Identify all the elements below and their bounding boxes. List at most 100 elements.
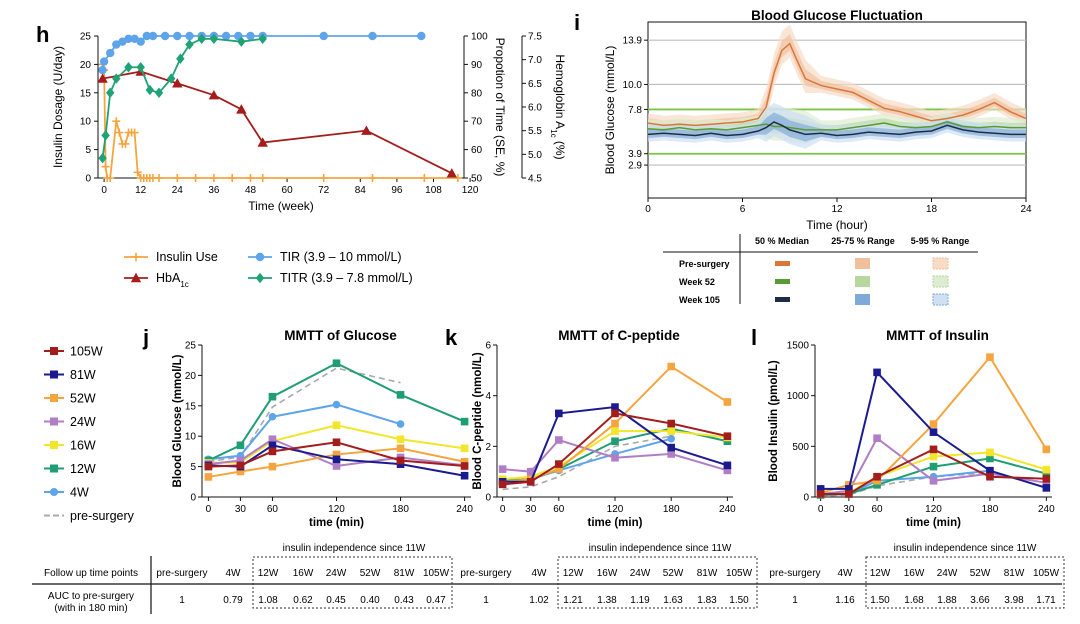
auc-col-header-insulin: 52W — [970, 568, 991, 579]
h-xtick-label: 0 — [101, 185, 107, 196]
h-ylabel-right2: Hemoglobin A1c (%) — [550, 54, 568, 159]
h-xtick-label: 36 — [208, 185, 220, 196]
j-line-pre-surgery — [208, 367, 401, 463]
j-point-105W — [204, 462, 213, 471]
i-median-pre — [647, 42, 1027, 127]
h-point-tir — [221, 31, 231, 41]
auc-col-header-insulin: 81W — [1004, 568, 1025, 579]
h-legend-label-hba1c: HbA1c — [156, 271, 189, 289]
h-ylabel-left: Insulin Dosage (U/day) — [51, 46, 65, 168]
auc-col-header-glucose: 105W — [423, 568, 450, 579]
mmtt-title-l: MMTT of Insulin — [886, 328, 989, 343]
i-ytick-label: 13.9 — [623, 36, 643, 47]
h-r2tick-label: 5.5 — [528, 126, 542, 137]
mmtt-legend-label-12W: 12W — [70, 462, 96, 476]
auc-row-label-timepoints: Follow up time points — [44, 568, 138, 579]
j-point-105W — [332, 438, 341, 447]
h-point-tir — [246, 31, 255, 41]
h-point-insulin — [228, 174, 237, 182]
l-point-81W — [873, 368, 881, 377]
h-point-insulin — [453, 174, 462, 182]
h-legend-label-titr: TITR (3.9 – 7.8 mmol/L) — [280, 271, 413, 285]
chart-i: Blood Glucose Fluctuation 2.93.9 7.8 10.0 13… — [603, 8, 1032, 306]
auc-col-header-cpeptide: 12W — [563, 568, 584, 579]
i-legend-median-swatch — [775, 279, 790, 284]
k-ytick-label: 2 — [485, 442, 491, 453]
j-point-24W — [268, 435, 277, 444]
i-legend-row-label: Pre-surgery — [679, 259, 730, 269]
i-legend-header: 50 % Median — [755, 236, 809, 246]
mmtt-legend-marker-52W — [50, 394, 58, 402]
h-point-insulin — [121, 139, 130, 148]
k-point-105W — [526, 478, 535, 486]
i-legend-p95-swatch — [932, 257, 949, 270]
h-point-hba1c — [257, 137, 268, 147]
j-point-52W — [332, 450, 341, 459]
l-point-81W — [986, 466, 994, 475]
l-point-24W — [1042, 479, 1051, 487]
mmtt-legend-label-52W: 52W — [70, 392, 96, 406]
h-point-titr — [258, 33, 267, 45]
auc-col-header-glucose: 16W — [293, 568, 314, 579]
h-point-insulin — [319, 174, 328, 182]
j-xtick-label: 240 — [456, 504, 473, 515]
j-point-24W — [332, 462, 341, 470]
h-ytick-label: 10 — [80, 117, 92, 128]
h-point-hba1c — [208, 89, 220, 100]
l-point-12W — [929, 462, 938, 471]
h-point-insulin — [155, 174, 163, 182]
l-ytick-label: 500 — [792, 442, 809, 453]
j-point-16W — [396, 435, 405, 444]
l-point-24W — [873, 434, 881, 443]
h-r1tick-label: 90 — [471, 60, 483, 71]
l-point-16W — [929, 452, 938, 461]
j-point-52W — [396, 444, 405, 453]
k-point-81W — [667, 443, 675, 452]
h-xtick-label: 24 — [172, 185, 184, 196]
l-line-52W — [820, 355, 1048, 494]
independence-box-insulin — [865, 556, 1065, 609]
l-point-16W — [1042, 465, 1051, 474]
k-point-81W — [555, 409, 563, 418]
auc-col-header-insulin: 24W — [937, 568, 958, 579]
auc-value-insulin: 1.68 — [904, 595, 924, 606]
auc-col-header-glucose: 12W — [258, 568, 279, 579]
i-ylabel: Blood Glucose (mmol/L) — [603, 46, 617, 175]
l-point-12W — [986, 454, 994, 463]
i-ytick-label: 10.0 — [623, 80, 643, 91]
j-point-12W — [236, 441, 245, 450]
mmtt-title-k: MMTT of C-peptide — [558, 328, 680, 343]
j-xtick-label: 180 — [392, 504, 409, 515]
l-point-105W — [845, 490, 853, 498]
j-point-12W — [396, 391, 405, 399]
l-xtick-label: 30 — [843, 504, 855, 515]
i-title: Blood Glucose Fluctuation — [751, 8, 923, 23]
h-legend-label-tir: TIR (3.9 – 10 mmol/L) — [280, 250, 402, 264]
mmtt-legend-marker-12W — [50, 464, 58, 473]
k-xtick-label: 30 — [525, 504, 537, 515]
i-xtick-label: 12 — [831, 204, 843, 215]
j-point-81W — [332, 455, 341, 464]
j-ytick-label: 25 — [185, 341, 197, 352]
i-ytick-label: 2.9 — [628, 161, 642, 172]
h-ylabel-right1: Propotion of Time (SE, %) — [493, 38, 507, 177]
k-point-81W — [611, 403, 619, 411]
l-point-81W — [845, 485, 853, 493]
l-point-105W — [929, 445, 938, 454]
h-point-insulin — [101, 162, 110, 171]
k-point-16W — [667, 427, 675, 435]
h-xlabel: Time (week) — [248, 199, 314, 213]
h-point-tir — [319, 31, 328, 41]
auc-value-insulin: 1.50 — [870, 595, 890, 606]
k-point-24W — [667, 450, 675, 458]
j-ytick-label: 5 — [190, 462, 196, 473]
h-point-titr — [98, 152, 107, 164]
h-point-tir — [106, 48, 115, 58]
l-xtick-label: 180 — [982, 504, 999, 515]
auc-col-header-glucose: pre-surgery — [156, 568, 207, 579]
k-line-105W — [502, 412, 728, 486]
h-point-titr — [237, 36, 246, 47]
h-point-titr — [101, 130, 110, 141]
l-line-24W — [820, 436, 1047, 495]
